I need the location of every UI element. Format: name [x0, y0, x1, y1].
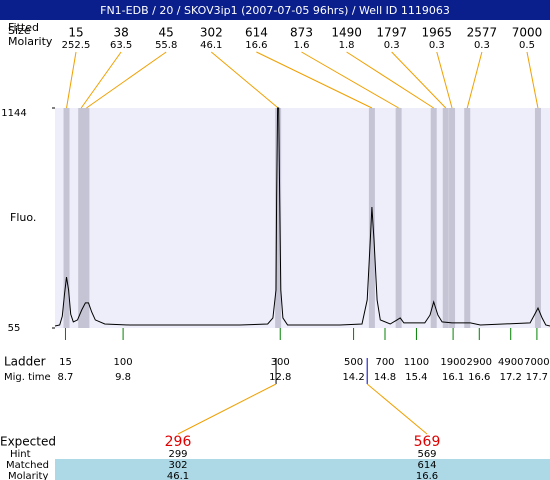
peak-size: 1965 [422, 26, 453, 40]
row-label: Expected [0, 435, 56, 449]
peak-molarity: 46.1 [200, 40, 222, 51]
peak-size: 302 [200, 26, 223, 40]
row-bg [55, 459, 550, 470]
ladder-time: 8.7 [58, 372, 74, 383]
peak-connector [66, 51, 77, 109]
ladder-label: Ladder [4, 355, 46, 369]
row-label: Matched [6, 460, 49, 471]
peak-connector [436, 51, 453, 109]
peak-size: 15 [68, 26, 83, 40]
row-bg [55, 470, 550, 480]
peak-molarity: 0.3 [429, 40, 445, 51]
expected-value: 296 [165, 434, 192, 450]
peak-molarity: 252.5 [62, 40, 91, 51]
peak-molarity: 1.6 [294, 40, 310, 51]
peak-connector [80, 51, 122, 109]
peak-band [430, 108, 437, 328]
hint-value: 569 [417, 449, 436, 460]
peak-connector [346, 51, 434, 109]
ladder-time: 14.2 [342, 372, 364, 383]
mig-time-label: Mig. time [4, 372, 51, 383]
peak-size: 7000 [512, 26, 543, 40]
peak-band [78, 108, 85, 328]
molarity-label: Molarity [8, 35, 53, 48]
peak-band [534, 108, 541, 328]
title-bar [0, 0, 550, 20]
peak-band [449, 108, 456, 328]
peak-size: 45 [159, 26, 174, 40]
size-label: Size [8, 24, 31, 37]
plot-area [55, 108, 550, 328]
expected-value: 569 [414, 434, 441, 450]
ladder-size: 4900 [498, 357, 523, 368]
peak-molarity: 0.3 [474, 40, 490, 51]
peak-molarity: 55.8 [155, 40, 177, 51]
ladder-size: 300 [271, 357, 290, 368]
peak-size: 1797 [376, 26, 407, 40]
expected-connector [366, 383, 428, 435]
peak-size: 38 [113, 26, 128, 40]
peak-band [368, 108, 375, 328]
peak-molarity: 0.5 [519, 40, 535, 51]
peak-connector [256, 51, 373, 109]
ladder-size: 500 [344, 357, 363, 368]
row-label: Hint [10, 449, 31, 460]
peak-size: 1490 [331, 26, 362, 40]
ladder-size: 15 [59, 357, 72, 368]
molarity-value: 46.1 [167, 471, 189, 480]
peak-size: 873 [290, 26, 313, 40]
peak-connector [391, 51, 447, 109]
y-axis-label: Fluo. [10, 211, 36, 224]
ladder-size: 2900 [467, 357, 492, 368]
expected-connector [177, 383, 277, 435]
peak-band [395, 108, 402, 328]
ladder-size: 1100 [404, 357, 429, 368]
peak-band [464, 108, 471, 328]
ladder-time: 16.6 [468, 372, 490, 383]
ladder-time: 14.8 [374, 372, 396, 383]
y-tick-label: 1144 [1, 108, 26, 119]
ladder-time: 15.4 [405, 372, 427, 383]
ladder-time: 16.1 [442, 372, 464, 383]
ladder-size: 700 [375, 357, 394, 368]
peak-connector [86, 51, 167, 109]
peak-connector [301, 51, 399, 109]
title: FN1-EDB / 20 / SKOV3ip1 (2007-07-05 96hr… [100, 4, 450, 17]
peak-molarity: 63.5 [110, 40, 132, 51]
peak-molarity: 1.8 [339, 40, 355, 51]
ladder-size: 1900 [440, 357, 465, 368]
matched-value: 614 [417, 460, 436, 471]
hint-value: 299 [168, 449, 187, 460]
matched-value: 302 [168, 460, 187, 471]
peak-connector [210, 51, 279, 109]
size-label: Fitted [8, 21, 39, 34]
peak-molarity: 0.3 [384, 40, 400, 51]
peak-size: 2577 [467, 26, 498, 40]
ladder-time: 12.8 [269, 372, 291, 383]
peak-connector [466, 51, 483, 109]
peak-band [83, 108, 90, 328]
ladder-time: 9.8 [115, 372, 131, 383]
ladder-time: 17.7 [526, 372, 548, 383]
peak-band [63, 108, 70, 328]
peak-connector [526, 51, 539, 109]
ladder-size: 7000 [524, 357, 549, 368]
peak-band [275, 108, 282, 328]
ladder-size: 100 [114, 357, 133, 368]
peak-size: 614 [245, 26, 268, 40]
molarity-value: 16.6 [416, 471, 438, 480]
peak-band [442, 108, 449, 328]
trace [54, 107, 550, 327]
ladder-time: 17.2 [500, 372, 522, 383]
row-label: Molarity [8, 471, 48, 480]
peak-molarity: 16.6 [245, 40, 267, 51]
y-tick-label: 55 [8, 323, 21, 334]
